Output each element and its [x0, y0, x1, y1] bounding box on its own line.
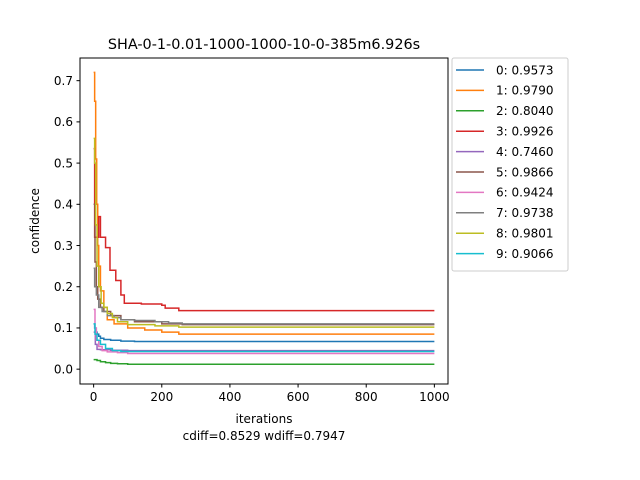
series-line-3 — [93, 147, 435, 312]
x-tick-label: 600 — [287, 390, 310, 404]
legend-entries: 0: 0.9573 1: 0.9790 2: 0.8040 3: 0.9926 4: 0… — [456, 63, 553, 261]
y-tick-label: 0.4 — [54, 198, 73, 212]
legend-label-5: 5: 0.9866 — [496, 165, 553, 179]
x-tick-label: 400 — [218, 390, 241, 404]
y-tick-label: 0.0 — [54, 362, 73, 376]
legend-label-8: 8: 0.9801 — [496, 227, 553, 241]
y-tick-label: 0.5 — [54, 156, 73, 170]
y-axis-ticks: 0.0 0.1 0.2 0.3 0.4 0.5 0.6 0.7 — [54, 74, 80, 376]
legend-label-2: 2: 0.8040 — [496, 104, 553, 118]
x-tick-label: 200 — [150, 390, 173, 404]
legend-label-3: 3: 0.9926 — [496, 125, 553, 139]
plot-area — [79, 57, 449, 385]
series-line-1 — [93, 71, 435, 335]
legend-label-7: 7: 0.9738 — [496, 206, 553, 220]
series-line-6 — [93, 308, 435, 355]
y-tick-label: 0.1 — [54, 321, 73, 335]
plot-frame — [79, 57, 449, 385]
series-line-7 — [93, 267, 435, 325]
x-tick-label: 0 — [90, 390, 98, 404]
y-axis-label: confidence — [28, 188, 42, 254]
series-line-5 — [93, 203, 435, 326]
x-axis-ticks: 0 200 400 600 800 1000 — [90, 384, 450, 404]
x-axis-label: iterations — [236, 412, 293, 426]
chart-title: SHA-0-1-0.01-1000-1000-10-0-385m6.926s — [108, 37, 420, 53]
series-line-8 — [93, 137, 435, 328]
y-tick-label: 0.6 — [54, 115, 73, 129]
y-tick-label: 0.2 — [54, 280, 73, 294]
y-tick-label: 0.7 — [54, 74, 73, 88]
series-line-4 — [93, 331, 435, 352]
series-lines — [93, 71, 435, 365]
y-tick-label: 0.3 — [54, 239, 73, 253]
x-tick-label: 800 — [355, 390, 378, 404]
x-tick-label: 1000 — [419, 390, 450, 404]
legend-label-1: 1: 0.9790 — [496, 84, 553, 98]
series-line-2 — [93, 358, 435, 365]
legend-label-0: 0: 0.9573 — [496, 63, 553, 77]
legend-label-6: 6: 0.9424 — [496, 186, 553, 200]
legend-label-4: 4: 0.7460 — [496, 145, 553, 159]
legend-label-9: 9: 0.9066 — [496, 247, 553, 261]
legend: 0: 0.9573 1: 0.9790 2: 0.8040 3: 0.9926 4: 0… — [451, 57, 569, 272]
series-line-9 — [93, 323, 435, 353]
chart-subtitle: cdiff=0.8529 wdiff=0.7947 — [183, 429, 346, 443]
